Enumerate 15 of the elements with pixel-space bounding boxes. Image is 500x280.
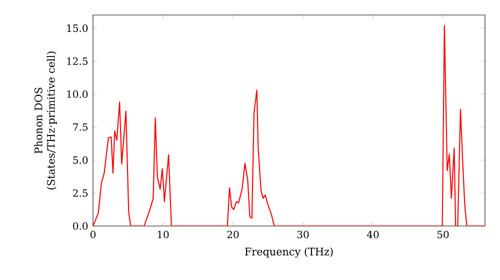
x-tick-label: 30 <box>297 230 309 238</box>
y-tick-label: 12.5 <box>67 57 88 65</box>
y-axis-title: Phonon DOS (States/THz·primitive cell) <box>34 52 57 190</box>
x-tick-label: 20 <box>227 230 239 238</box>
x-tick-label: 50 <box>437 230 449 238</box>
y-tick-label: 15.0 <box>67 24 88 32</box>
y-tick-label: 2.5 <box>73 189 88 197</box>
y-tick-label: 0.0 <box>73 222 88 230</box>
x-tick-label: 10 <box>158 230 169 238</box>
y-tick-label: 7.5 <box>73 123 88 131</box>
x-tick-label: 0 <box>90 230 96 238</box>
x-tick-label: 40 <box>366 230 379 238</box>
x-axis-title: Frequency (THz) <box>244 247 333 258</box>
y-tick-label: 5.0 <box>73 156 88 164</box>
y-tick-label: 10.0 <box>67 90 88 98</box>
